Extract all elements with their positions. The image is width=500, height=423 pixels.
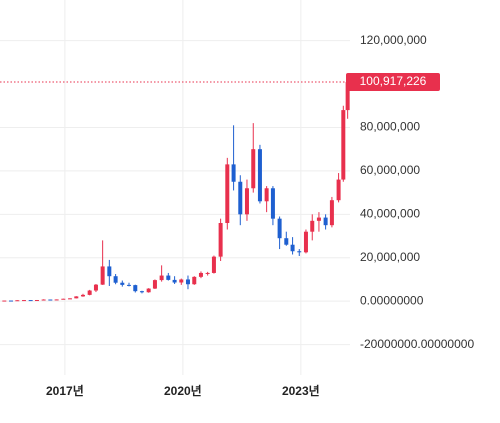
candle-body [336, 179, 341, 201]
candle-body [41, 299, 46, 301]
candle-body [251, 149, 256, 189]
candle-body [126, 284, 131, 286]
candle-body [218, 223, 223, 257]
candle-body [87, 290, 92, 295]
candle-body [21, 300, 26, 302]
candle-body [238, 181, 243, 215]
candle-body [54, 299, 59, 301]
last-price-badge [346, 73, 440, 92]
y-tick-label: 60,000,000 [360, 163, 420, 177]
candle-body [225, 164, 230, 224]
candle-body [152, 280, 157, 289]
candle-body [146, 288, 151, 293]
candle-body [166, 275, 171, 280]
candle-body [74, 296, 79, 299]
candle-body [48, 299, 53, 301]
candle-body [345, 82, 350, 111]
candle-body [198, 272, 203, 277]
candle-body [113, 276, 118, 283]
candle-body [244, 188, 249, 215]
candle-body [172, 279, 177, 283]
candle-body [2, 300, 7, 302]
y-tick-label: -20000000.00000000 [360, 337, 474, 351]
candle-body [15, 300, 20, 302]
candle-body [179, 279, 184, 283]
y-tick-label: 20,000,000 [360, 250, 420, 264]
candle-body [211, 256, 216, 273]
y-tick-label: 40,000,000 [360, 206, 420, 220]
candle-body [257, 149, 262, 202]
candle-body [100, 266, 105, 285]
candle-body [192, 276, 197, 285]
axes: 120,000,000 80,000,000 60,000,000 40,000,00… [46, 33, 474, 398]
candle-body [277, 218, 282, 239]
last-price-label: 100,917,226 [360, 74, 427, 88]
candle-body [290, 244, 295, 252]
x-tick-label: 2023년 [282, 384, 320, 398]
x-tick-label: 2020년 [164, 384, 202, 398]
candle-body [264, 188, 269, 202]
candle-body [133, 285, 138, 292]
candle-body [93, 284, 98, 291]
candle-body [120, 282, 125, 285]
y-tick-label: 120,000,000 [360, 33, 427, 47]
candle-body [316, 217, 321, 221]
candle-body [107, 266, 112, 277]
grid [0, 0, 350, 375]
candle-body [270, 188, 275, 219]
plot-area [0, 79, 350, 302]
candle-body [329, 200, 334, 226]
y-tick-label: 80,000,000 [360, 120, 420, 134]
candle-body [323, 217, 328, 226]
candle-body [297, 251, 302, 253]
candle-body [159, 275, 164, 281]
candle-body [139, 291, 144, 293]
y-tick-label: 0.00000000 [360, 293, 424, 307]
candle-body [28, 300, 33, 302]
candle-body [9, 300, 14, 302]
candle-body [303, 231, 308, 253]
candle-body [68, 298, 72, 300]
candle-body [34, 300, 39, 302]
candle-body [205, 272, 210, 274]
candle-body [80, 294, 85, 297]
candle-body [231, 164, 236, 182]
candle-body [185, 279, 190, 285]
x-tick-label: 2017년 [46, 384, 84, 398]
candle-body [284, 238, 289, 245]
candle-body [61, 298, 66, 300]
candle-body [341, 110, 346, 180]
candle-body [310, 220, 315, 232]
